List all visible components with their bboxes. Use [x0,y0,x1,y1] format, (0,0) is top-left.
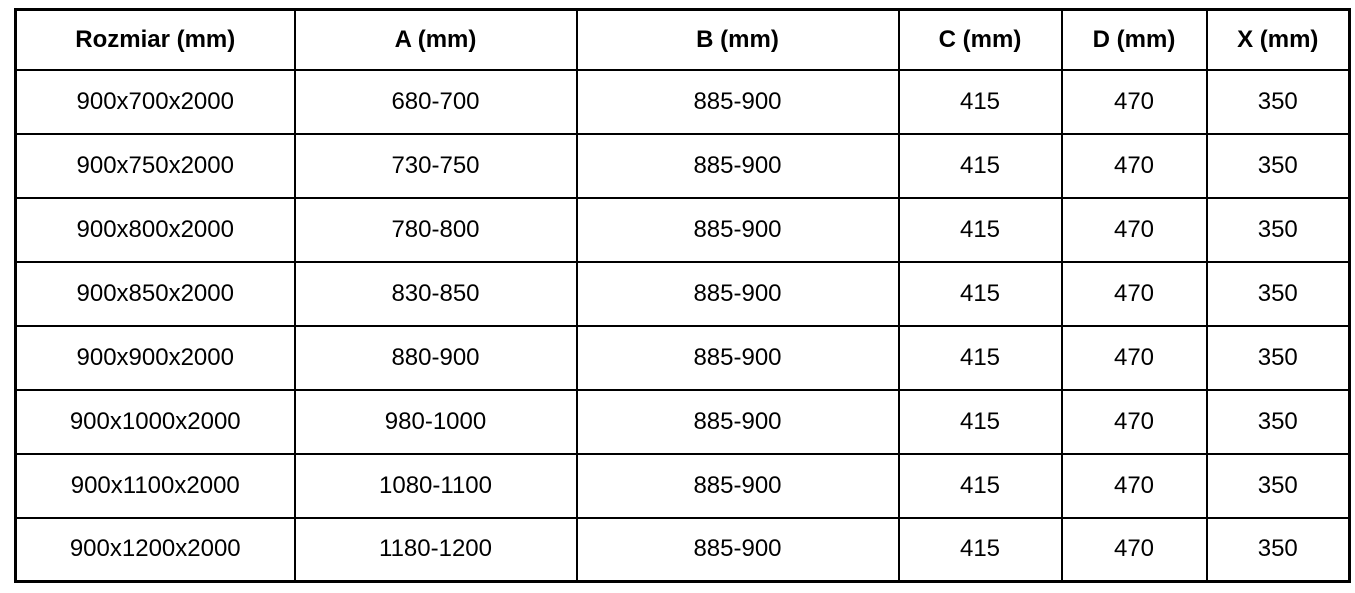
table-cell: 415 [897,324,1063,391]
table-cell: 900x850x2000 [14,260,296,327]
table-cell: 415 [897,68,1063,135]
table-cell: 415 [897,388,1063,455]
table-cell: 885-900 [575,324,900,391]
table-cell: 350 [1205,196,1351,263]
table-cell: 885-900 [575,132,900,199]
table-cell: 415 [897,516,1063,583]
table-cell: 885-900 [575,452,900,519]
table-row: 900x700x2000 680-700 885-900 415 470 350 [14,68,1351,135]
table-cell: 350 [1205,68,1351,135]
column-header: Rozmiar (mm) [14,8,296,71]
table-cell: 470 [1060,132,1208,199]
table-row: 900x800x2000 780-800 885-900 415 470 350 [14,196,1351,263]
table-cell: 900x800x2000 [14,196,296,263]
column-header: A (mm) [293,8,578,71]
table-cell: 470 [1060,516,1208,583]
table-row: 900x1100x2000 1080-1100 885-900 415 470 350 [14,452,1351,519]
table-head: Rozmiar (mm) A (mm) B (mm) C (mm) D (mm) X (m… [14,8,1351,71]
table-row: 900x900x2000 880-900 885-900 415 470 350 [14,324,1351,391]
table-cell: 470 [1060,68,1208,135]
table-cell: 900x1000x2000 [14,388,296,455]
table-cell: 885-900 [575,68,900,135]
table-cell: 415 [897,452,1063,519]
table-cell: 830-850 [293,260,578,327]
column-header: X (mm) [1205,8,1351,71]
table-cell: 1180-1200 [293,516,578,583]
table-cell: 470 [1060,196,1208,263]
table-cell: 415 [897,260,1063,327]
table-cell: 900x700x2000 [14,68,296,135]
table-cell: 900x750x2000 [14,132,296,199]
table-cell: 350 [1205,260,1351,327]
column-header: C (mm) [897,8,1063,71]
table-cell: 900x1200x2000 [14,516,296,583]
table-cell: 900x900x2000 [14,324,296,391]
table-cell: 350 [1205,452,1351,519]
table-cell: 885-900 [575,196,900,263]
table-cell: 470 [1060,324,1208,391]
table-cell: 885-900 [575,388,900,455]
table-cell: 470 [1060,388,1208,455]
table-row: 900x750x2000 730-750 885-900 415 470 350 [14,132,1351,199]
table-cell: 680-700 [293,68,578,135]
table-cell: 350 [1205,516,1351,583]
table-cell: 470 [1060,260,1208,327]
table-cell: 900x1100x2000 [14,452,296,519]
table-cell: 880-900 [293,324,578,391]
column-header: D (mm) [1060,8,1208,71]
table-cell: 1080-1100 [293,452,578,519]
table-body: 900x700x2000 680-700 885-900 415 470 350 900x7… [14,68,1351,583]
table-row: 900x850x2000 830-850 885-900 415 470 350 [14,260,1351,327]
table-cell: 730-750 [293,132,578,199]
table-cell: 780-800 [293,196,578,263]
table-cell: 980-1000 [293,388,578,455]
table-header-row: Rozmiar (mm) A (mm) B (mm) C (mm) D (mm) X (m… [14,8,1351,71]
table-cell: 350 [1205,324,1351,391]
table-cell: 470 [1060,452,1208,519]
column-header: B (mm) [575,8,900,71]
table-cell: 350 [1205,132,1351,199]
table-row: 900x1000x2000 980-1000 885-900 415 470 350 [14,388,1351,455]
dimensions-table: Rozmiar (mm) A (mm) B (mm) C (mm) D (mm) X (m… [14,8,1351,583]
table-cell: 350 [1205,388,1351,455]
table-cell: 415 [897,196,1063,263]
table-cell: 885-900 [575,260,900,327]
table-row: 900x1200x2000 1180-1200 885-900 415 470 350 [14,516,1351,583]
table-cell: 415 [897,132,1063,199]
table-cell: 885-900 [575,516,900,583]
